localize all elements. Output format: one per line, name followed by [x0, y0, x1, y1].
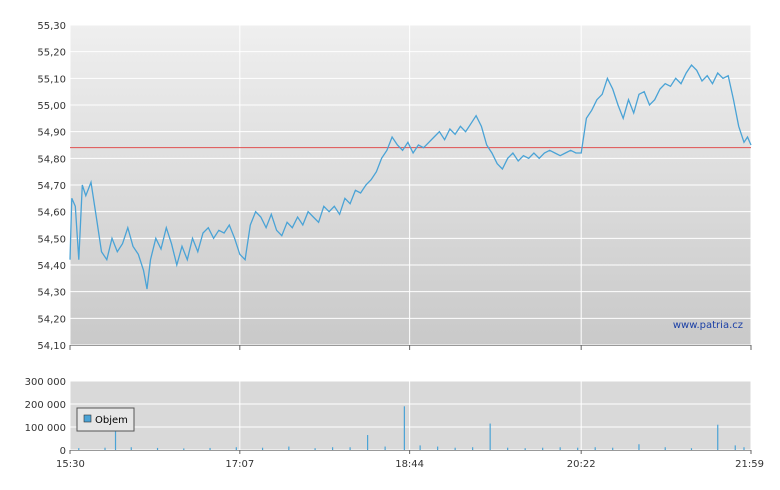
- price-y-tick-label: 54,10: [37, 341, 66, 352]
- volume-bar: [331, 447, 334, 450]
- volume-bar: [472, 447, 474, 450]
- volume-bar: [235, 447, 237, 450]
- volume-bar: [419, 445, 421, 450]
- x-tick-label: 18:44: [395, 459, 424, 470]
- volume-bar: [577, 447, 579, 450]
- price-y-tick-label: 54,80: [37, 154, 66, 165]
- price-y-tick-label: 55,00: [37, 101, 66, 112]
- volume-bar: [664, 447, 666, 450]
- price-y-tick-label: 54,90: [37, 128, 66, 139]
- price-y-tick-label: 54,70: [37, 181, 66, 192]
- volume-bar: [690, 448, 693, 450]
- price-y-tick-label: 55,20: [37, 48, 66, 59]
- volume-bar: [612, 447, 614, 450]
- volume-bar: [559, 447, 561, 450]
- volume-bar: [454, 447, 456, 450]
- volume-bar: [183, 448, 185, 450]
- x-tick-label: 20:22: [567, 459, 596, 470]
- volume-bar: [130, 447, 132, 450]
- volume-bar: [156, 447, 159, 450]
- volume-bar: [403, 406, 405, 450]
- volume-bar: [261, 447, 264, 450]
- volume-bar: [717, 424, 719, 450]
- volume-y-tick-label: 200 000: [25, 400, 66, 411]
- volume-bar: [524, 448, 526, 450]
- volume-bar: [542, 447, 544, 450]
- volume-bar: [638, 444, 640, 450]
- price-x-tick-marks: [69, 345, 752, 350]
- volume-bar: [349, 447, 351, 450]
- volume-plot-area: [70, 381, 751, 450]
- price-y-tick-label: 54,50: [37, 234, 66, 245]
- price-y-tick-label: 54,30: [37, 288, 66, 299]
- volume-bars: [78, 406, 745, 450]
- volume-bar: [114, 427, 117, 450]
- volume-bar: [384, 446, 386, 450]
- volume-y-tick-label: 0: [60, 446, 66, 457]
- volume-bar: [209, 447, 211, 450]
- price-y-tick-label: 54,40: [37, 261, 66, 272]
- price-y-tick-label: 55,10: [37, 74, 66, 85]
- volume-y-tick-label: 300 000: [25, 377, 66, 388]
- volume-x-axis: 15:30 17:07 18:44 20:22 21:59: [56, 450, 764, 470]
- price-grid: [69, 24, 752, 346]
- volume-bar: [594, 447, 596, 450]
- legend-swatch: [83, 414, 92, 423]
- price-y-tick-label: 55,30: [37, 21, 66, 32]
- watermark: www.patria.cz: [673, 320, 743, 331]
- legend-box: [76, 407, 135, 432]
- price-series-line: [69, 63, 752, 290]
- volume-bar: [367, 435, 369, 450]
- x-tick-label: 21:59: [735, 459, 764, 470]
- price-panel: 55,30 55,20 55,10 55,00 54,90 54,80 54,70 54,60…: [37, 21, 752, 352]
- x-tick-label: 15:30: [56, 459, 85, 470]
- price-y-tick-label: 54,20: [37, 314, 66, 325]
- volume-bar: [734, 445, 736, 450]
- price-y-axis: 55,30 55,20 55,10 55,00 54,90 54,80 54,70 54,60…: [37, 21, 66, 352]
- legend-label: Objem: [95, 415, 128, 426]
- volume-bar: [437, 446, 439, 450]
- volume-bar: [314, 448, 316, 450]
- price-y-tick-label: 54,60: [37, 208, 66, 219]
- volume-bar: [104, 447, 106, 450]
- volume-legend: Objem: [76, 407, 135, 432]
- volume-bar: [489, 423, 491, 450]
- volume-bar: [78, 448, 80, 450]
- volume-y-tick-label: 100 000: [25, 423, 66, 434]
- x-tick-label: 17:07: [225, 459, 254, 470]
- volume-bar: [507, 447, 509, 450]
- volume-bar: [743, 447, 745, 450]
- volume-y-axis: 300 000 200 000 100 000 0: [25, 377, 66, 457]
- volume-bar: [288, 446, 290, 450]
